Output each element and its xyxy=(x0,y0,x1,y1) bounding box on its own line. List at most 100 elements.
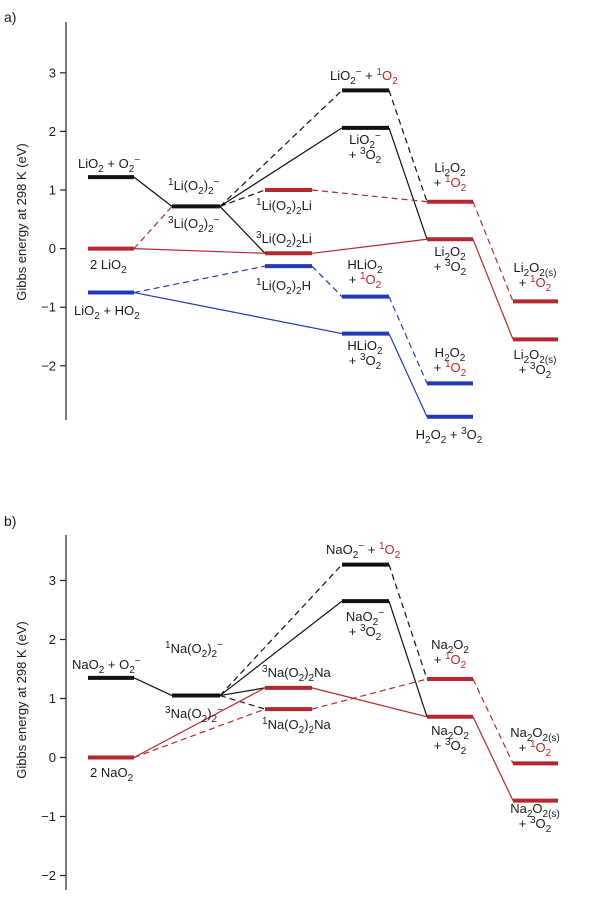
lbl-singlet-nao22-minus-text: 1 xyxy=(165,640,171,651)
lbl-hlio2-singlet-o2-text: O xyxy=(366,272,376,287)
lbl-li2o2-triplet-o2-text: 2 xyxy=(460,252,466,263)
connector-a4-a5 xyxy=(219,189,266,207)
svg-text:NaO2− + 1O2: NaO2− + 1O2 xyxy=(326,541,401,561)
y-tick-label: −2 xyxy=(41,358,56,373)
lbl-na2o2s-triplet-o2-text: + xyxy=(519,816,530,831)
lbl-triplet-nao22na-text: 2 xyxy=(309,673,315,684)
svg-text:Li2O2(s): Li2O2(s) xyxy=(513,260,556,279)
lbl-na2o2-singlet-o2-text: 2 xyxy=(463,645,469,656)
lbl-na2o2-singlet-o2-text: O xyxy=(453,637,463,652)
lbl-triplet-nao22-minus-text: 2 xyxy=(212,714,218,725)
svg-text:+ 1O2: + 1O2 xyxy=(434,174,467,194)
lbl-hlio2-triplet-o2: HLiO2+ 3O2 xyxy=(347,338,383,372)
lbl-2nao2-text: 2 xyxy=(128,773,134,784)
lbl-hlio2-singlet-o2-text: 1 xyxy=(360,271,366,282)
lbl-triplet-lio22-minus-text: Li(O xyxy=(174,216,199,231)
lbl-singlet-lio22h-text: 2 xyxy=(286,286,292,297)
lbl-triplet-nao22-minus-text: 3 xyxy=(165,705,171,716)
svg-text:HLiO2: HLiO2 xyxy=(347,338,383,357)
lbl-li2o2s-triplet-o2-text: 2 xyxy=(524,355,530,366)
connector-a2-a4 xyxy=(133,206,173,250)
svg-text:+ 3O2: + 3O2 xyxy=(434,737,467,757)
lbl-na2o2s-singlet-o2-text: 2 xyxy=(527,733,533,744)
lbl-2lio2-text: 2 xyxy=(121,265,127,276)
lbl-h2o2-triplet-o2-text: + xyxy=(446,427,461,442)
lbl-na2o2-triplet-o2-text: 2 xyxy=(448,731,454,742)
lbl-na2o2-triplet-o2-text: O xyxy=(451,738,461,753)
lbl-singlet-lio22li-text: Li xyxy=(302,198,312,213)
lbl-li2o2s-triplet-o2: Li2O2(s)+ 3O2 xyxy=(513,347,556,381)
lbl-hlio2-singlet-o2-text: + xyxy=(349,272,360,287)
svg-text:1Li(O2)2H: 1Li(O2)2H xyxy=(256,277,311,297)
lbl-nao2minus-triplet-o2-text: + xyxy=(349,624,360,639)
lbl-li2o2-singlet-o2-text: + xyxy=(434,175,445,190)
lbl-h2o2-singlet-o2: H2O2+ 1O2 xyxy=(434,345,467,379)
svg-text:LiO2 + O2−: LiO2 + O2− xyxy=(78,155,140,175)
lbl-triplet-lio22-minus-text: − xyxy=(214,215,220,226)
y-tick-label: 0 xyxy=(49,750,56,765)
connector-a3-a7 xyxy=(133,265,266,294)
svg-text:3Li(O2)2−: 3Li(O2)2− xyxy=(168,215,220,235)
lbl-hlio2-triplet-o2-text: 2 xyxy=(376,361,382,372)
svg-text:+ 1O2: + 1O2 xyxy=(349,271,382,291)
lbl-triplet-lio22-minus: 3Li(O2)2− xyxy=(168,215,220,235)
panel-label-b: b) xyxy=(4,513,16,529)
svg-text:1Na(O2)2Na: 1Na(O2)2Na xyxy=(262,716,331,736)
svg-text:Li2O2: Li2O2 xyxy=(434,244,466,263)
connector-a5-a12 xyxy=(311,189,428,203)
lbl-h2o2-singlet-o2-text: H xyxy=(435,345,444,360)
lbl-hlio2-singlet-o2-text: 2 xyxy=(377,265,383,276)
lbl-2lio2-text: 2 LiO xyxy=(90,257,121,272)
svg-text:NaO2−: NaO2− xyxy=(346,608,384,628)
y-tick-label: 0 xyxy=(49,241,56,256)
lbl-singlet-lio22-minus-text: 1 xyxy=(168,177,174,188)
lbl-na2o2s-singlet-o2-text: 1 xyxy=(530,739,536,750)
lbl-triplet-nao22-minus-text: 2 xyxy=(202,714,208,725)
svg-text:H2O2: H2O2 xyxy=(435,345,466,364)
lbl-2nao2: 2 NaO2 xyxy=(90,765,134,784)
connector-a4-a6 xyxy=(219,205,266,254)
lbl-triplet-nao22na-text: 3 xyxy=(262,664,268,675)
svg-text:NaO2 + O2−: NaO2 + O2− xyxy=(72,656,141,676)
lbl-triplet-nao22-minus: 3Na(O2)2− xyxy=(165,705,223,725)
lbl-lio2-o2-minus-text: LiO xyxy=(78,156,98,171)
lbl-triplet-lio22li-text: 2 xyxy=(286,239,292,250)
lbl-nao2-o2-minus-text: 2 xyxy=(129,665,135,676)
y-axis-title-a: Gibbs energy at 298 K (eV) xyxy=(14,143,29,301)
lbl-lio2minus-triplet-o2-text: 3 xyxy=(360,146,366,157)
lbl-nao2minus-singlet-o2-text: 2 xyxy=(395,550,401,561)
lbl-nao2minus-singlet-o2-text: O xyxy=(385,542,395,557)
connector-b3-b5 xyxy=(219,694,266,710)
y-tick-label: 3 xyxy=(49,573,56,588)
lbl-h2o2-singlet-o2-text: 2 xyxy=(461,368,467,379)
svg-text:LiO2 + HO2: LiO2 + HO2 xyxy=(74,303,140,322)
lbl-h2o2-singlet-o2-text: 2 xyxy=(460,353,466,364)
lbl-li2o2-singlet-o2: Li2O2+ 1O2 xyxy=(434,160,467,194)
connector-b6-b8 xyxy=(388,564,428,680)
lbl-lio2minus-singlet-o2-text: + xyxy=(362,68,377,83)
lbl-singlet-lio22h-text: Li(O xyxy=(262,278,287,293)
lbl-h2o2-singlet-o2-text: O xyxy=(451,360,461,375)
lbl-lio2minus-triplet-o2: LiO2−+ 3O2 xyxy=(349,131,382,166)
lbl-triplet-lio22-minus-text: 2 xyxy=(198,224,204,235)
lbl-na2o2-triplet-o2-text: O xyxy=(453,723,463,738)
lbl-nao2minus-triplet-o2-text: NaO xyxy=(346,609,373,624)
lbl-lio2minus-triplet-o2-text: + xyxy=(349,147,360,162)
lbl-na2o2s-singlet-o2: Na2O2(s)+ 1O2 xyxy=(510,725,560,759)
lbl-singlet-nao22na-text: ) xyxy=(304,717,308,732)
lbl-na2o2s-singlet-o2-text: Na xyxy=(510,725,527,740)
lbl-h2o2-triplet-o2-text: H xyxy=(416,427,425,442)
lbl-singlet-nao22-minus-text: Na(O xyxy=(171,641,202,656)
lbl-nao2-o2-minus-text: + O xyxy=(104,657,129,672)
lbl-li2o2s-singlet-o2-text: + xyxy=(519,275,530,290)
lbl-singlet-lio22h: 1Li(O2)2H xyxy=(256,277,311,297)
lbl-singlet-lio22li-text: 2 xyxy=(296,206,302,217)
lbl-singlet-lio22-minus-text: 2 xyxy=(198,186,204,197)
y-axis-title-b: Gibbs energy at 298 K (eV) xyxy=(14,621,29,779)
lbl-li2o2-triplet-o2-text: O xyxy=(450,244,460,259)
lbl-h2o2-singlet-o2-text: + xyxy=(434,360,445,375)
connector-a6-a13 xyxy=(311,238,428,254)
svg-text:H2O2 + 3O2: H2O2 + 3O2 xyxy=(416,426,483,446)
connector-b3-b4 xyxy=(219,687,266,697)
lbl-singlet-nao22na-text: Na(O xyxy=(268,717,299,732)
